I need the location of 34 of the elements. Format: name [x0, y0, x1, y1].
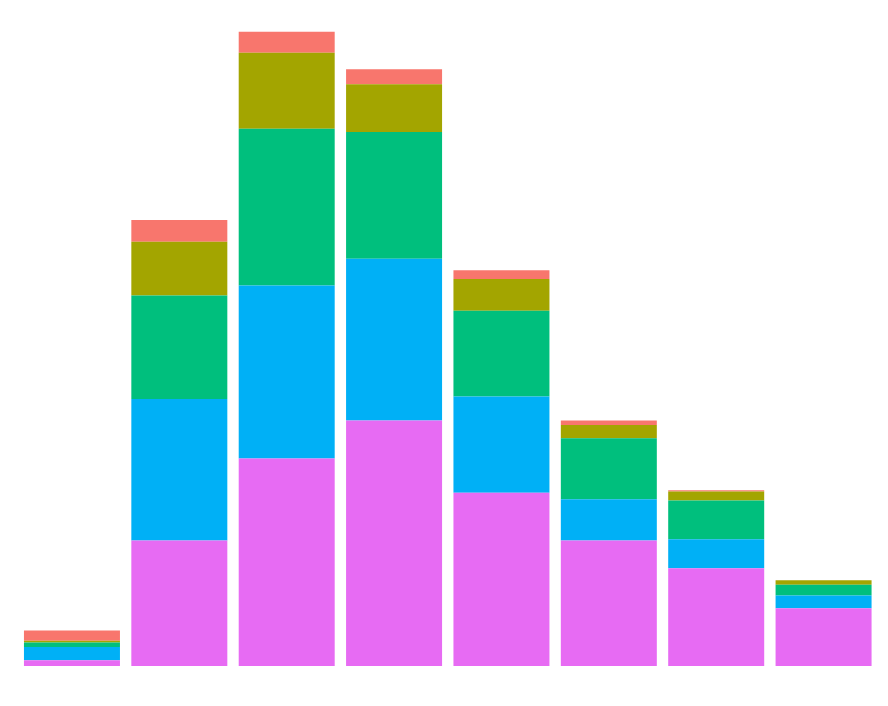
bar	[238, 31, 335, 53]
bar	[23, 630, 120, 641]
bar	[560, 499, 657, 541]
bar	[775, 608, 872, 666]
bar	[131, 540, 228, 666]
bar	[346, 69, 443, 85]
bar	[238, 458, 335, 666]
bar	[453, 279, 550, 311]
bar	[775, 595, 872, 609]
bar	[775, 584, 872, 596]
bar	[668, 491, 765, 501]
bar	[560, 438, 657, 500]
bar	[346, 420, 443, 666]
bar	[238, 52, 335, 129]
bar	[346, 84, 443, 132]
bar	[23, 660, 120, 666]
bar	[453, 492, 550, 666]
bar	[453, 270, 550, 280]
bar	[560, 540, 657, 666]
bar	[560, 424, 657, 439]
bar	[668, 539, 765, 569]
bar	[346, 131, 443, 259]
bar	[346, 258, 443, 421]
bar	[131, 241, 228, 296]
bar	[238, 128, 335, 286]
bar	[131, 295, 228, 399]
bar	[23, 646, 120, 661]
bar	[453, 310, 550, 397]
bar	[131, 398, 228, 541]
bar	[453, 396, 550, 493]
bar	[238, 285, 335, 459]
bar	[668, 568, 765, 666]
bar	[131, 220, 228, 242]
bar	[668, 500, 765, 540]
